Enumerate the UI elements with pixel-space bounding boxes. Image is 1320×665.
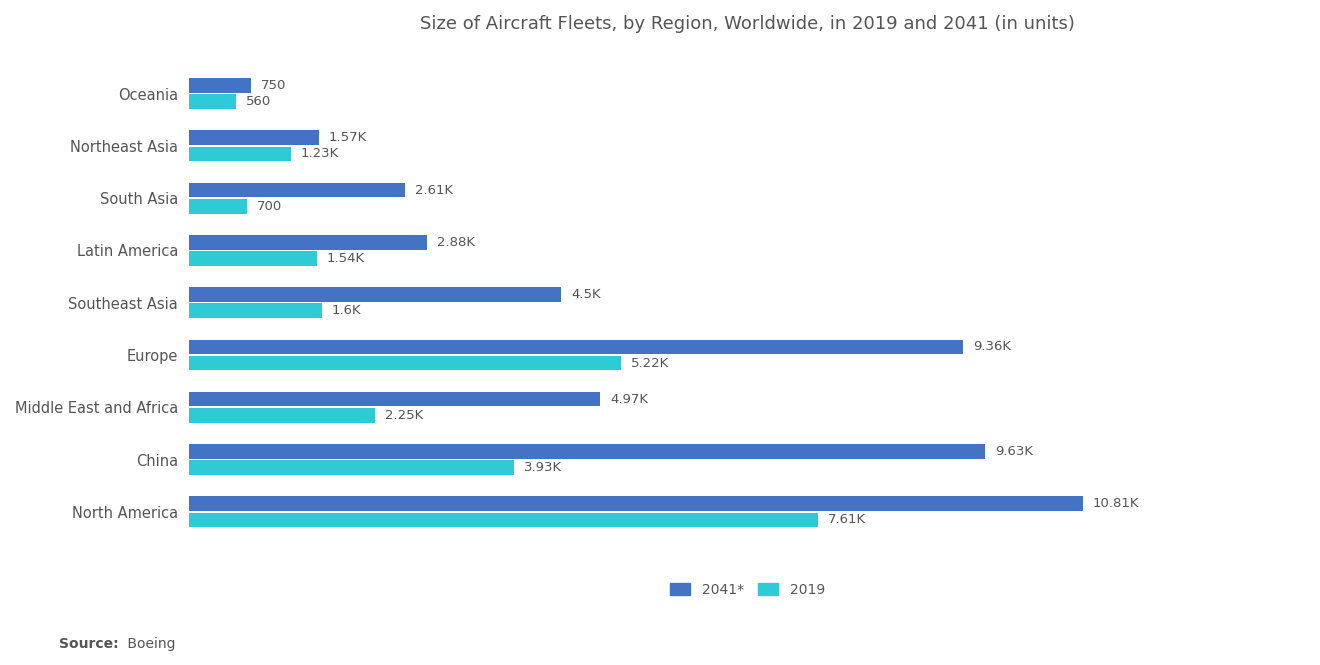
Text: 7.61K: 7.61K [828,513,866,527]
Text: 4.97K: 4.97K [610,392,648,406]
Bar [189,340,962,354]
Bar [189,513,818,527]
Text: 1.57K: 1.57K [329,131,367,144]
Bar [189,356,620,370]
Text: 2.25K: 2.25K [385,409,424,422]
Text: 10.81K: 10.81K [1093,497,1139,510]
Bar [189,496,1082,511]
Text: 1.23K: 1.23K [301,148,339,160]
Text: 3.93K: 3.93K [524,461,562,474]
Text: 1.6K: 1.6K [331,305,362,317]
Bar [189,251,317,266]
Text: Source:: Source: [59,637,119,652]
Bar [189,408,375,423]
Bar [189,130,319,145]
Text: 5.22K: 5.22K [631,356,669,370]
Text: 750: 750 [261,79,286,92]
Text: 4.5K: 4.5K [572,288,601,301]
Bar [189,303,322,318]
Text: 700: 700 [257,200,282,213]
Text: 1.54K: 1.54K [326,252,364,265]
Text: 2.61K: 2.61K [414,184,453,196]
Text: 2.88K: 2.88K [437,236,475,249]
Bar [189,460,513,475]
Bar [189,235,428,249]
Bar [189,94,236,109]
Bar [189,146,290,161]
Title: Size of Aircraft Fleets, by Region, Worldwide, in 2019 and 2041 (in units): Size of Aircraft Fleets, by Region, Worl… [420,15,1074,33]
Legend: 2041*, 2019: 2041*, 2019 [664,577,830,602]
Bar [189,287,561,302]
Bar [189,183,405,198]
Text: 9.36K: 9.36K [973,340,1011,353]
Bar [189,444,985,459]
Text: 560: 560 [246,95,271,108]
Bar [189,392,601,406]
Text: Boeing: Boeing [123,637,176,652]
Bar [189,199,247,213]
Text: 9.63K: 9.63K [995,445,1034,458]
Bar [189,78,251,92]
